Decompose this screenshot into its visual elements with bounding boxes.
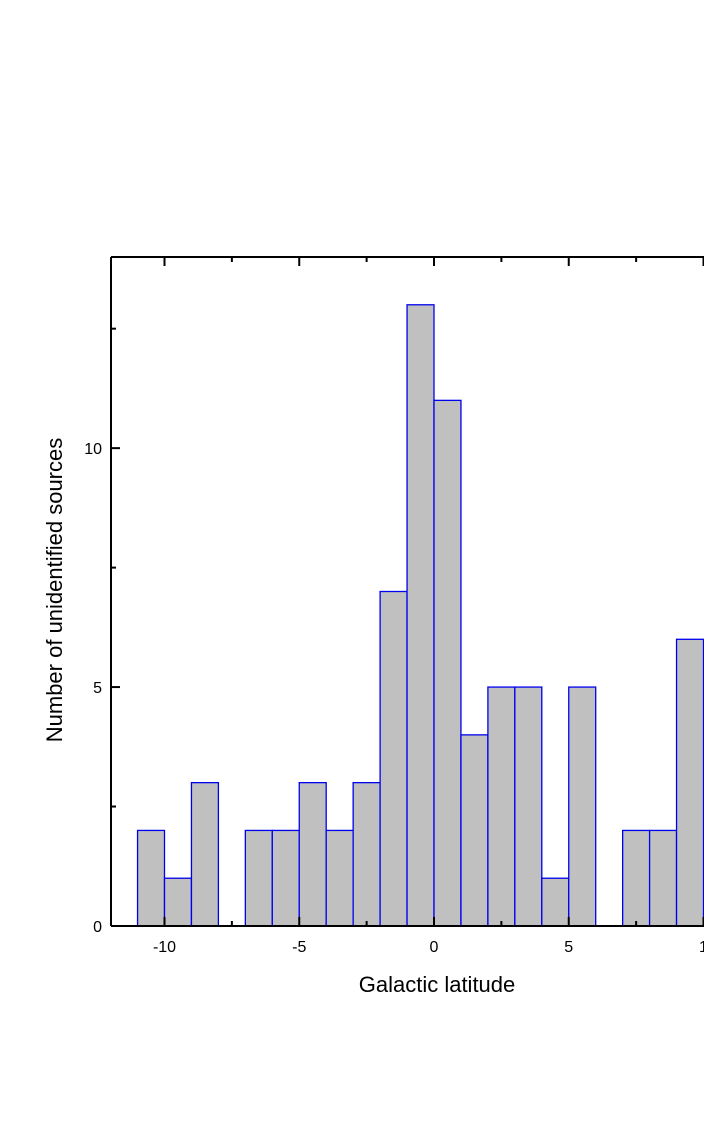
histogram-bar bbox=[460, 734, 489, 927]
x-tick-label: -5 bbox=[292, 939, 306, 956]
histogram-bar bbox=[136, 829, 166, 927]
histogram-bar bbox=[514, 686, 543, 927]
y-tick-label: 5 bbox=[93, 680, 102, 697]
y-tick-label: 10 bbox=[84, 441, 102, 458]
histogram-bar bbox=[568, 686, 597, 927]
axes-group bbox=[110, 256, 704, 927]
histogram-bar bbox=[271, 829, 300, 927]
histogram-bar bbox=[487, 686, 516, 927]
histogram-bar bbox=[352, 781, 381, 927]
x-axis-title: Galactic latitude bbox=[359, 972, 516, 997]
x-tick-label: 5 bbox=[564, 939, 573, 956]
x-tick-label: -10 bbox=[153, 939, 176, 956]
histogram-bar bbox=[541, 877, 570, 927]
x-tick-label: 0 bbox=[430, 939, 439, 956]
histogram-bar bbox=[325, 829, 354, 927]
histogram-bar bbox=[622, 829, 651, 927]
histogram-bar bbox=[163, 877, 193, 927]
x-tick-label: 1 bbox=[699, 939, 704, 956]
histogram-bar bbox=[298, 781, 327, 927]
bars-group bbox=[136, 304, 704, 927]
histogram-bar bbox=[244, 829, 273, 927]
y-axis-title: Number of unidentified sources bbox=[42, 438, 67, 743]
histogram-bar bbox=[190, 781, 220, 927]
histogram-bar bbox=[433, 399, 462, 927]
histogram-bar bbox=[675, 638, 704, 927]
histogram-bar bbox=[406, 304, 435, 927]
y-tick-label: 0 bbox=[93, 919, 102, 936]
histogram-bar bbox=[648, 829, 678, 927]
histogram-bar bbox=[379, 590, 408, 927]
